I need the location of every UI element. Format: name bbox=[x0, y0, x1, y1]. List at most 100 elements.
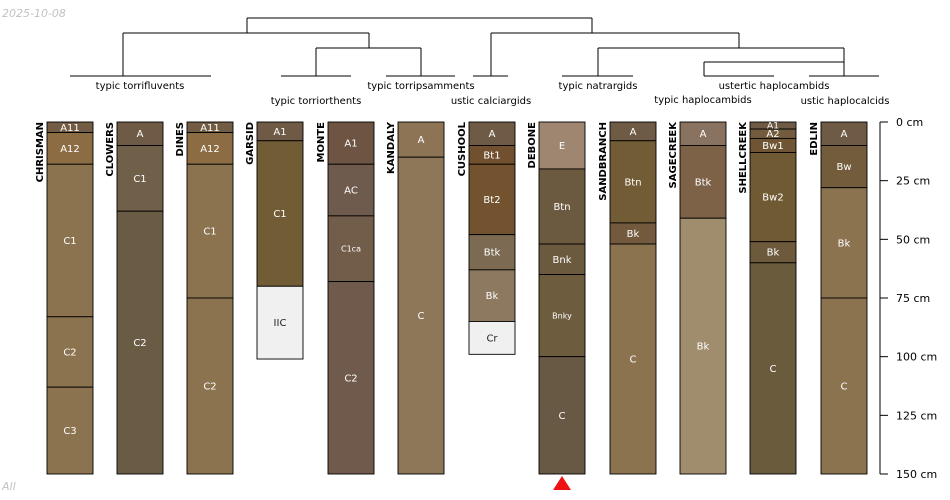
horizon-label-chrisman-c3: C3 bbox=[63, 426, 76, 437]
profile-markers bbox=[553, 476, 571, 490]
footer-label: All bbox=[2, 480, 16, 493]
horizon-label-sandbranch-bk: Bk bbox=[627, 229, 640, 240]
profile-kandaly: A C KANDALY bbox=[386, 121, 445, 475]
horizon-kandaly-c bbox=[397, 156, 445, 475]
horizon-label-sandbranch-c: C bbox=[630, 355, 637, 366]
horizon-cushool-bk bbox=[468, 269, 516, 322]
horizon-label-edlin-a: A bbox=[841, 129, 848, 140]
horizon-label-monte-a1: A1 bbox=[344, 139, 357, 150]
horizon-label-sandbranch-a: A bbox=[630, 127, 637, 138]
taxon-label-typic-haplocambids: typic haplocambids bbox=[654, 95, 751, 106]
horizon-label-debone-e: E bbox=[559, 141, 565, 152]
horizon-label-monte-c1ca: C1ca bbox=[341, 245, 361, 254]
horizon-label-shellcreek-c: C bbox=[770, 364, 777, 375]
profile-sandbranch: A Btn Bk C SANDBRANCH bbox=[598, 121, 657, 475]
horizon-monte-ac bbox=[327, 163, 375, 217]
horizon-label-edlin-c: C bbox=[841, 382, 848, 393]
horizon-debone-bnk bbox=[538, 243, 586, 275]
horizon-label-kandaly-c: C bbox=[418, 311, 425, 322]
horizon-cushool-cr bbox=[468, 321, 516, 355]
profile-name-sandbranch: SANDBRANCH bbox=[598, 122, 609, 201]
horizon-chrisman-c3 bbox=[46, 386, 94, 475]
taxon-label-typic-torripsamments: typic torripsamments bbox=[367, 81, 474, 92]
horizon-sagecreek-btk bbox=[679, 145, 727, 219]
depth-tick-label-75: 75 cm bbox=[896, 292, 930, 305]
horizon-label-dines-c1: C1 bbox=[203, 227, 216, 238]
horizon-label-sagecreek-bk: Bk bbox=[697, 342, 710, 353]
profile-garsid: A1 C1 IIC GARSID bbox=[245, 121, 304, 360]
horizon-label-debone-c: C bbox=[559, 411, 566, 422]
horizon-shellcreek-c bbox=[749, 262, 797, 475]
profile-name-kandaly: KANDALY bbox=[386, 121, 397, 174]
profile-monte: A1 AC C1ca C2 MONTE bbox=[316, 121, 375, 475]
horizon-label-debone-btn: Btn bbox=[553, 202, 570, 213]
taxon-label-typic-natrargids: typic natrargids bbox=[559, 81, 638, 92]
horizon-shellcreek-bw2 bbox=[749, 152, 797, 243]
profile-debone: E Btn Bnk Bnky C DEBONE bbox=[527, 121, 586, 475]
profile-dines: A11 A12 C1 C2 DINES bbox=[175, 121, 234, 475]
horizon-label-dines-a12: A12 bbox=[200, 144, 220, 155]
profile-clowers: A C1 C2 CLOWERS bbox=[105, 121, 164, 475]
horizon-sagecreek-bk bbox=[679, 217, 727, 475]
depth-tick-label-100: 100 cm bbox=[896, 351, 937, 364]
horizon-label-debone-bnk: Bnk bbox=[553, 255, 572, 266]
taxon-label-ustertic-haplocambids: ustertic haplocambids bbox=[719, 81, 830, 92]
horizon-sandbranch-btn bbox=[609, 140, 657, 224]
profile-name-shellcreek: SHELLCREEK bbox=[738, 121, 749, 194]
profile-name-garsid: GARSID bbox=[245, 122, 256, 165]
horizon-label-chrisman-c2: C2 bbox=[63, 347, 76, 358]
horizon-label-sandbranch-btn: Btn bbox=[624, 177, 641, 188]
depth-tick-label-150: 150 cm bbox=[896, 468, 937, 481]
horizon-label-shellcreek-bk: Bk bbox=[767, 248, 780, 259]
horizon-sandbranch-c bbox=[609, 243, 657, 475]
dendrogram: typic torrifluvents typic torriorthents ty… bbox=[70, 17, 890, 107]
profile-chrisman: A11 A12 C1 C2 C3 CHRISMAN bbox=[35, 121, 94, 475]
horizon-label-garsid-iic: IIC bbox=[274, 318, 287, 329]
horizon-label-monte-c2: C2 bbox=[344, 373, 357, 384]
horizon-chrisman-c2 bbox=[46, 316, 94, 388]
horizon-debone-c bbox=[538, 356, 586, 475]
horizon-garsid-iic bbox=[256, 285, 304, 360]
horizon-label-shellcreek-a1: A1 bbox=[767, 122, 779, 132]
profile-edlin: A Bw Bk C EDLIN bbox=[809, 121, 868, 475]
horizon-label-shellcreek-a2: A2 bbox=[766, 129, 779, 140]
horizon-label-monte-ac: AC bbox=[344, 186, 358, 197]
taxon-label-typic-torrifluvents: typic torrifluvents bbox=[96, 81, 185, 92]
horizon-dines-a12 bbox=[186, 132, 234, 165]
horizon-clowers-c2 bbox=[116, 210, 164, 475]
horizon-label-cushool-cr: Cr bbox=[486, 333, 498, 344]
horizon-debone-bnky bbox=[538, 274, 586, 358]
date-label: 2025-10-08 bbox=[2, 7, 66, 20]
profile-name-debone: DEBONE bbox=[527, 122, 538, 169]
horizon-label-clowers-a: A bbox=[137, 129, 144, 140]
horizon-monte-c2 bbox=[327, 281, 375, 475]
depth-tick-label-125: 125 cm bbox=[896, 409, 937, 422]
profile-name-sagecreek: SAGECREEK bbox=[668, 121, 679, 189]
depth-tick-label-0: 0 cm bbox=[896, 116, 923, 129]
horizon-dines-c2 bbox=[186, 297, 234, 475]
horizon-label-shellcreek-bw1: Bw1 bbox=[762, 141, 783, 152]
horizon-dines-c1 bbox=[186, 163, 234, 299]
profile-name-cushool: CUSHOOL bbox=[457, 121, 468, 176]
horizon-label-chrisman-a12: A12 bbox=[60, 144, 80, 155]
horizon-label-cushool-bt2: Bt2 bbox=[483, 195, 500, 206]
depth-tick-label-50: 50 cm bbox=[896, 233, 930, 246]
horizon-label-clowers-c1: C1 bbox=[133, 174, 146, 185]
horizon-chrisman-a12 bbox=[46, 132, 94, 165]
horizon-label-garsid-c1: C1 bbox=[273, 209, 286, 220]
marker-debone bbox=[553, 476, 571, 490]
horizon-monte-a1 bbox=[327, 121, 375, 165]
profile-columns: A11 A12 C1 C2 C3 CHRISMAN A C1 C2 CLOWERS A11 A12 C1… bbox=[35, 121, 868, 475]
horizon-debone-btn bbox=[538, 168, 586, 245]
taxon-label-ustic-haplocalcids: ustic haplocalcids bbox=[801, 96, 890, 107]
profile-name-edlin: EDLIN bbox=[809, 122, 820, 156]
horizon-label-debone-bnky: Bnky bbox=[552, 311, 572, 320]
profile-name-clowers: CLOWERS bbox=[105, 122, 116, 177]
horizon-kandaly-a bbox=[397, 121, 445, 158]
horizon-label-garsid-a1: A1 bbox=[273, 127, 286, 138]
horizon-cushool-btk bbox=[468, 234, 516, 271]
horizon-label-edlin-bk: Bk bbox=[838, 238, 851, 249]
horizon-clowers-c1 bbox=[116, 145, 164, 212]
